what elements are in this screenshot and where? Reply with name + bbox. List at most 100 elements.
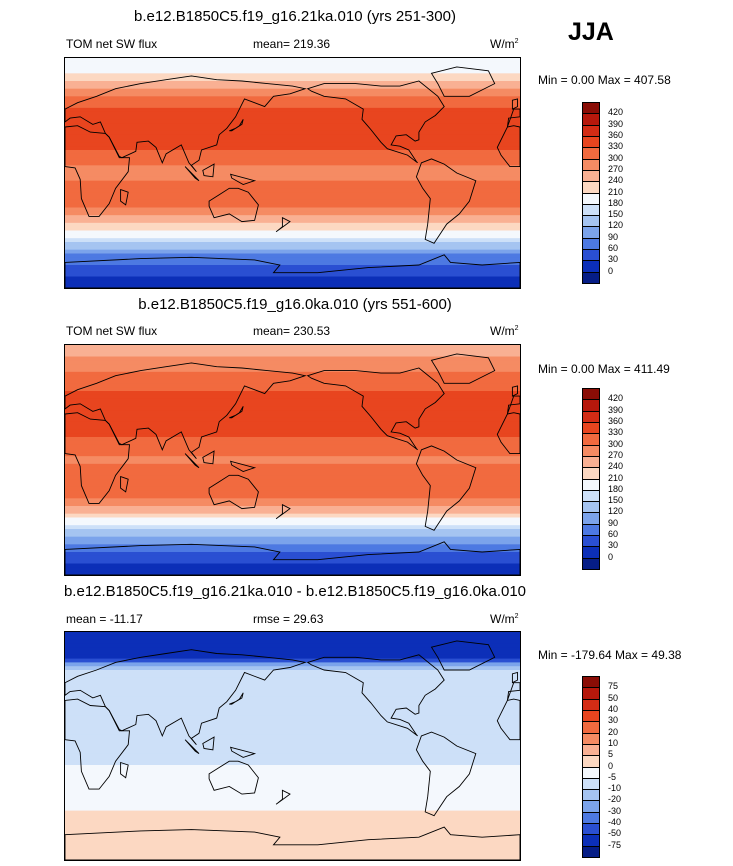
contour-band [65,81,520,86]
contour-band [65,559,520,565]
contour-band [65,115,520,120]
contour-band [65,730,520,736]
contour-band [65,471,520,476]
coastline [202,450,215,465]
contour-band [65,753,520,758]
panel-1-mean-label: mean= 219.36 [253,37,331,51]
panel-2-units: W/m2 [490,324,519,338]
contour-band [65,647,520,652]
contour-band [65,226,520,232]
colorbar-tick-label: 20 [608,726,619,737]
contour-band [65,433,520,438]
contour-band [65,134,520,140]
contour-band [65,711,520,717]
coastline [120,475,129,493]
colorbar-tick-label: 90 [608,231,619,242]
contour-band [65,368,520,373]
contour-band [65,685,520,690]
colorbar-tick-label: 210 [608,472,624,483]
contour-band [65,280,520,285]
contour-band [65,529,520,534]
coastline [511,385,518,397]
panel-1-colorbar: 420 390 360 330 300 270 240 210 180 150 120 90 60 30 0 [582,102,623,284]
coastline [65,125,130,217]
coastline [415,445,477,531]
colorbar-tick-label: 0 [608,760,614,771]
contour-band [65,677,520,682]
contour-band [65,548,520,553]
colorbar-tick-label: 40 [608,703,619,714]
contour-band [65,440,520,446]
contour-band [65,222,520,228]
contour-band [65,394,520,400]
contour-band [65,494,520,499]
panel-1-minmax: Min = 0.00 Max = 407.58 [538,73,671,87]
contour-band [65,192,520,197]
coastline [229,406,244,419]
coastline [208,187,259,223]
contour-band [65,265,520,270]
coastline [430,640,496,671]
contour-band [65,391,520,396]
colorbar-tick-label: 5 [608,749,614,760]
colorbar-tick-label: 180 [608,483,624,494]
contour-band [65,261,520,266]
contour-band [65,100,520,105]
contour-band [65,173,520,178]
contour-band [65,787,520,793]
colorbar-tick-label: 30 [608,715,619,726]
colorbar-tick-label: 300 [608,438,624,449]
contour-band [65,165,520,170]
colorbar-tick-label: 420 [608,393,624,404]
coastline [202,736,215,751]
contour-band [65,486,520,492]
colorbar-tick-label: 120 [608,506,624,517]
contour-band [65,837,520,842]
contour-band [65,742,520,747]
contour-band [65,658,520,663]
contour-band [65,352,520,358]
coastline [229,460,257,472]
coastline [65,412,130,504]
colorbar-tick-label: 60 [608,243,619,254]
colorbar-tick-label: -30 [608,805,622,816]
coastline [229,692,244,705]
contour-band [65,123,520,128]
contour-band [65,284,520,288]
contour-band [65,734,520,739]
coastline [65,826,520,860]
contour-band [65,666,520,671]
contour-band [65,810,520,815]
contour-band [65,69,520,74]
contour-band [65,544,520,549]
colorbar-tick-label: 270 [608,449,624,460]
colorbar-tick-label: 420 [608,107,624,118]
contour-band [65,822,520,827]
map-canvas [65,58,520,288]
contour-band [65,704,520,709]
contour-band [65,692,520,698]
map-canvas [65,632,520,860]
colorbar-tick-label: 150 [608,209,624,220]
coastline [275,789,291,805]
contour-band [65,402,520,407]
contour-band [65,180,520,186]
coastline [496,698,520,741]
colorbar-tick-label: 30 [608,254,619,265]
coastline [496,125,520,168]
panel-2-map [64,344,521,576]
coastline [415,158,477,244]
contour-band [65,761,520,766]
coastline [306,654,445,737]
contour-band [65,242,520,247]
colorbar-tick-label: 330 [608,427,624,438]
contour-band [65,803,520,808]
contour-band [65,521,520,526]
contour-band [65,719,520,724]
colorbar-swatch [582,271,600,284]
contour-band [65,643,520,648]
coastline [496,412,520,455]
contour-band [65,483,520,488]
colorbar-tick-label: 50 [608,692,619,703]
contour-band [65,475,520,480]
